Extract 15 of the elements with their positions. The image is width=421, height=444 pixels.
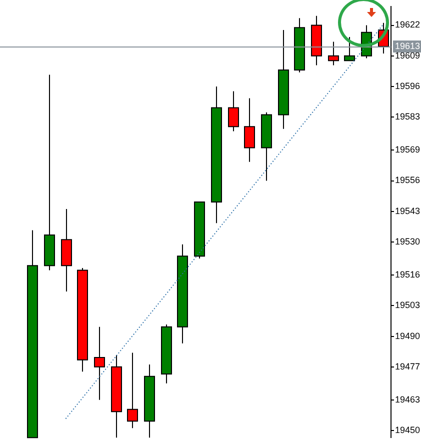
y-tick-label: 19463 xyxy=(395,394,420,404)
y-tick-label: 19556 xyxy=(395,175,420,186)
y-tick-label: 19503 xyxy=(395,300,420,310)
y-tick-label: 19569 xyxy=(395,144,420,155)
y-tick-label: 19596 xyxy=(395,81,420,91)
y-tick-label: 19450 xyxy=(395,425,420,436)
y-tick-label: 19622 xyxy=(395,20,420,30)
y-tick-label: 19583 xyxy=(395,112,420,122)
y-tick-label: 19609 xyxy=(395,50,420,60)
y-tick-label: 19543 xyxy=(395,206,420,216)
y-tick-label: 19516 xyxy=(395,270,420,280)
y-tick-label: 19530 xyxy=(395,236,420,247)
y-tick-label: 19477 xyxy=(395,361,420,372)
ref-line-label: 19613 xyxy=(395,40,420,51)
y-tick-label: 19490 xyxy=(395,330,420,341)
